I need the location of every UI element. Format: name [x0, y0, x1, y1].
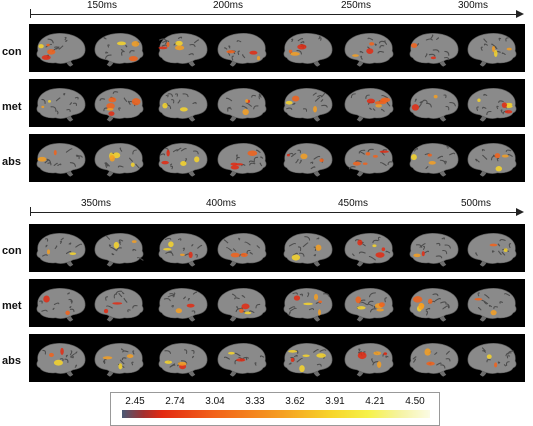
brain-view [344, 342, 394, 377]
colorbar-label: 2.74 [165, 396, 185, 407]
brain-view [158, 87, 208, 122]
row-label-met: met [2, 300, 22, 312]
brain-strip-bottom-met [29, 279, 525, 327]
brain-view [94, 142, 144, 177]
brain-view [467, 287, 517, 322]
brain-view [467, 232, 517, 267]
brain-view [409, 87, 459, 122]
time-tick-label: 300ms [457, 0, 489, 11]
brain-view [158, 232, 208, 267]
brain-view [36, 287, 86, 322]
brain-view [217, 87, 267, 122]
time-tick-label: 350ms [80, 198, 112, 209]
row-label-con: con [2, 245, 22, 257]
brain-view [36, 142, 86, 177]
colorbar-label: 3.91 [325, 396, 345, 407]
brain-view [158, 142, 208, 177]
brain-view [158, 342, 208, 377]
brain-view [409, 32, 459, 67]
brain-strip-top-con [29, 24, 525, 72]
time-tick-label: 450ms [337, 198, 369, 209]
time-tick-label: 200ms [212, 0, 244, 11]
row-label-met: met [2, 101, 22, 113]
colorbar-label: 3.33 [245, 396, 265, 407]
colorbar-label: 3.04 [205, 396, 225, 407]
row-label-con: con [2, 46, 22, 58]
brain-view [409, 342, 459, 377]
brain-view [283, 32, 333, 67]
brain-view [467, 342, 517, 377]
colorbar-label: 2.45 [125, 396, 145, 407]
timeline-start-tick [30, 9, 31, 18]
brain-strip-top-met [29, 79, 525, 127]
timeline-start-tick [30, 207, 31, 216]
brain-strip-bottom-abs [29, 334, 525, 382]
timeline-arrow-icon [516, 208, 524, 216]
timeline-bottom: 350ms 400ms 450ms 500ms [30, 198, 524, 216]
brain-view [217, 32, 267, 67]
time-tick-label: 150ms [86, 0, 118, 11]
brain-strip-top-abs [29, 134, 525, 182]
brain-view [409, 142, 459, 177]
brain-view [344, 287, 394, 322]
brain-view [344, 32, 394, 67]
brain-view [283, 87, 333, 122]
brain-view [467, 32, 517, 67]
brain-view [158, 287, 208, 322]
brain-view [409, 287, 459, 322]
timeline-axis [30, 212, 518, 213]
colorbar-label: 4.21 [365, 396, 385, 407]
time-tick-label: 500ms [460, 198, 492, 209]
brain-view [344, 87, 394, 122]
colorbar-label: 4.50 [405, 396, 425, 407]
brain-view [217, 342, 267, 377]
brain-view [94, 342, 144, 377]
brain-strip-bottom-con [29, 224, 525, 272]
brain-view [36, 232, 86, 267]
row-label-abs: abs [2, 355, 21, 367]
time-tick-label: 400ms [205, 198, 237, 209]
brain-view [217, 232, 267, 267]
brain-view [36, 32, 86, 67]
brain-view [94, 287, 144, 322]
brain-view [409, 232, 459, 267]
brain-view [344, 232, 394, 267]
timeline-arrow-icon [516, 10, 524, 18]
brain-view [283, 232, 333, 267]
brain-view [94, 32, 144, 67]
brain-view [94, 232, 144, 267]
colorbar-label: 3.62 [285, 396, 305, 407]
row-label-abs: abs [2, 156, 21, 168]
colorbar: 2.45 2.74 3.04 3.33 3.62 3.91 4.21 4.50 [110, 392, 440, 426]
brain-view [217, 287, 267, 322]
brain-view [94, 87, 144, 122]
brain-view [283, 142, 333, 177]
colorbar-gradient [122, 410, 430, 418]
brain-view [158, 32, 208, 67]
timeline-top: 150ms 200ms 250ms 300ms [30, 0, 524, 18]
brain-view [283, 342, 333, 377]
brain-view [467, 142, 517, 177]
brain-view [344, 142, 394, 177]
brain-view [283, 287, 333, 322]
brain-view [36, 342, 86, 377]
brain-view [36, 87, 86, 122]
timeline-axis [30, 14, 518, 15]
brain-view [467, 87, 517, 122]
brain-view [217, 142, 267, 177]
time-tick-label: 250ms [340, 0, 372, 11]
